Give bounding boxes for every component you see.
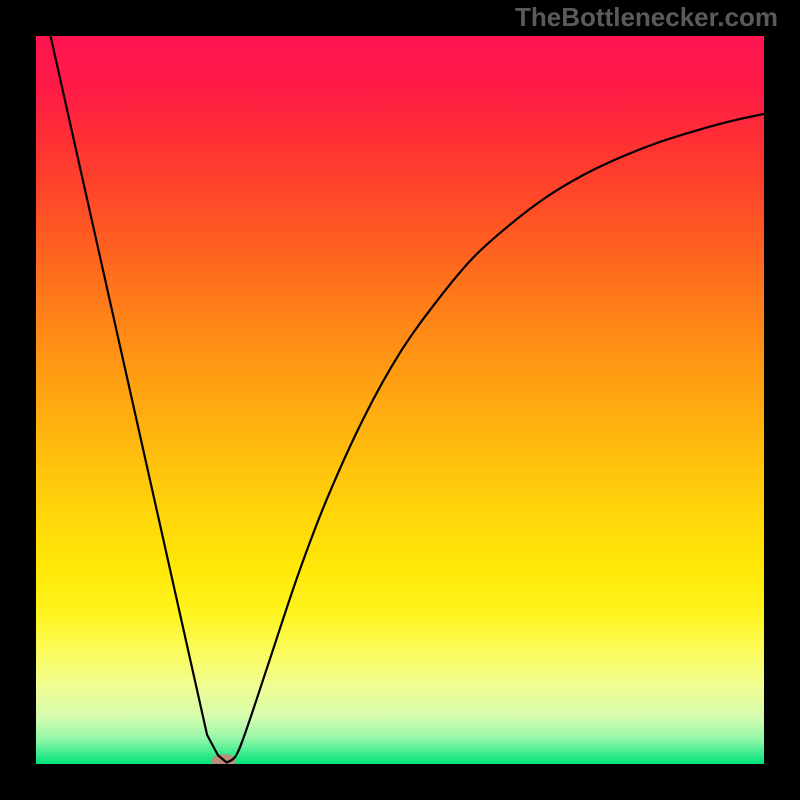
chart-plot-area: [36, 36, 764, 764]
chart-background-gradient: [36, 36, 764, 764]
chart-svg: [36, 36, 764, 764]
watermark-text: TheBottlenecker.com: [515, 2, 778, 33]
